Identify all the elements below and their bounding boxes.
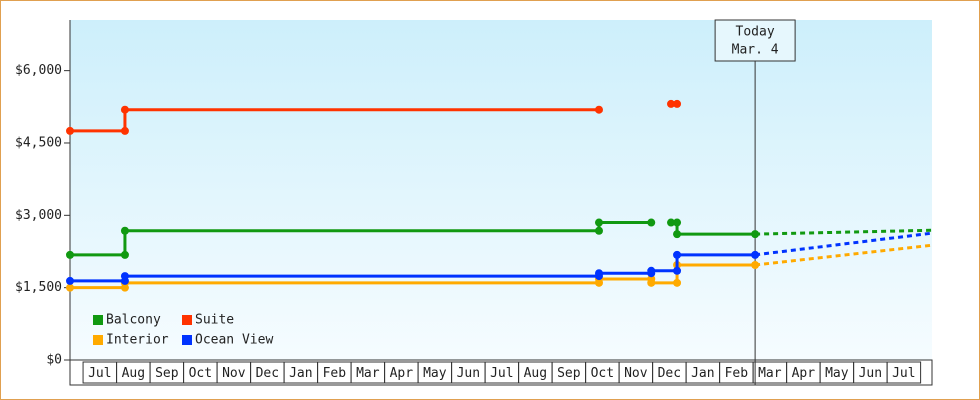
x-tick-label: Nov [624,366,648,381]
price-point [66,250,74,259]
price-point [120,272,129,281]
price-point [673,230,682,239]
x-tick-label: May [825,366,849,381]
x-tick-label: Oct [189,366,212,381]
price-point [673,266,682,275]
price-point [647,218,656,227]
price-point [66,276,74,285]
price-point [751,230,760,239]
plot-area [70,20,932,360]
x-tick-label: Dec [658,366,681,381]
x-tick-label: Apr [390,366,414,381]
price-point [594,105,603,114]
x-tick-label: Jul [892,366,915,381]
legend-label: Interior [106,333,169,348]
y-tick-label: $3,000 [15,208,62,223]
legend-swatch [93,315,103,325]
price-point [120,226,129,235]
x-tick-label: Oct [591,366,614,381]
price-point [667,218,676,227]
price-point [751,260,760,269]
price-point [594,218,603,227]
x-tick-label: Nov [222,366,246,381]
price-point [751,250,760,259]
projection-line [754,243,933,267]
price-point [66,283,74,292]
y-tick-label: $0 [46,353,62,368]
x-tick-label: Jan [289,366,312,381]
x-tick-label: Sep [155,366,179,381]
x-tick-label: Jun [859,366,882,381]
y-tick-label: $1,500 [15,280,62,295]
price-point [120,105,129,114]
price-point [647,278,656,287]
legend-swatch [93,335,103,345]
x-tick-label: Aug [122,366,145,381]
price-point [594,269,603,278]
legend-swatch [182,335,192,345]
x-tick-label: Sep [557,366,581,381]
price-point [667,99,676,108]
legend-label: Balcony [106,313,161,328]
y-tick-label: $4,500 [15,135,62,150]
price-point [120,126,129,135]
price-point [647,266,656,275]
price-point [66,126,74,135]
y-tick-label: $6,000 [15,63,62,78]
today-label: Mar. 4 [732,43,779,58]
price-point [673,250,682,259]
x-tick-label: Mar [356,366,380,381]
price-point [673,99,682,108]
x-tick-label: Jun [457,366,480,381]
x-tick-label: Jan [691,366,714,381]
legend-label: Suite [195,313,234,328]
legend-label: Ocean View [195,333,273,348]
today-box [714,19,796,62]
legend-swatch [182,315,192,325]
x-tick-label: Aug [524,366,547,381]
x-tick-label: Feb [323,366,347,381]
projection-line [754,231,933,257]
price-point [673,218,682,227]
x-tick-label: May [423,366,447,381]
x-tick-label: Jul [490,366,513,381]
x-tick-label: Apr [792,366,816,381]
x-tick-label: Dec [256,366,279,381]
price-point [594,226,603,235]
x-tick-label: Jul [88,366,111,381]
price-point [673,278,682,287]
projection-line [755,228,933,236]
price-point [120,250,129,259]
x-tick [886,361,922,384]
today-label: Today [736,25,775,40]
x-tick-label: Feb [725,366,749,381]
x-tick-label: Mar [758,366,782,381]
